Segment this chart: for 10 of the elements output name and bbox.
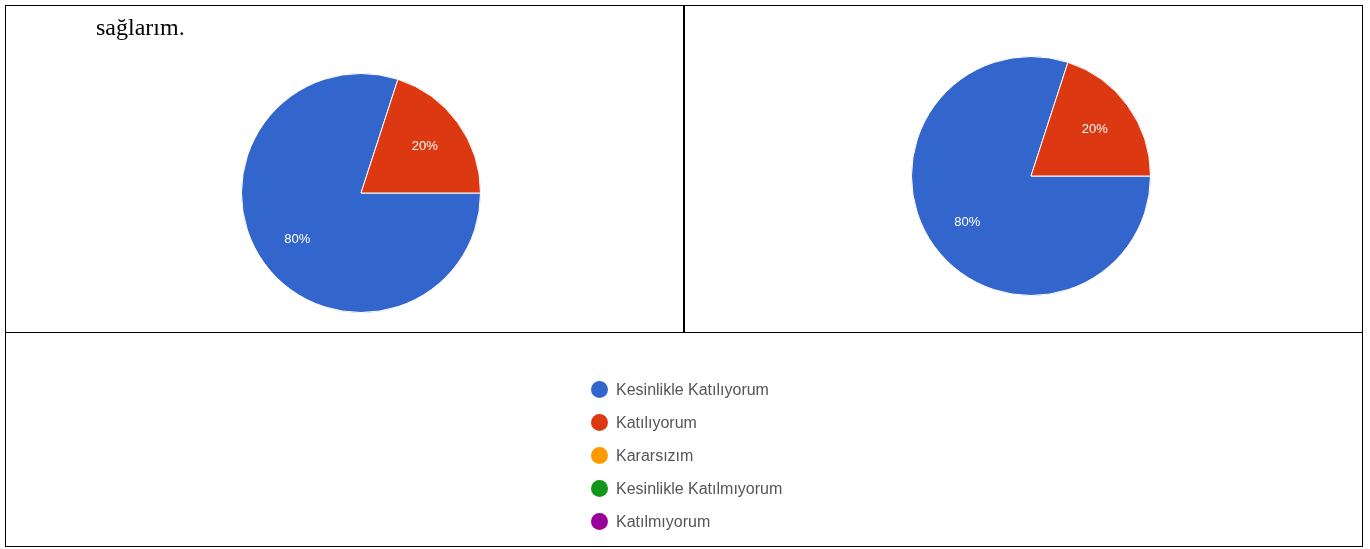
legend-label: Kesinlikle Katılıyorum (616, 380, 769, 399)
legend-label: Kesinlikle Katılmıyorum (616, 479, 783, 498)
text: sağlarım. (96, 14, 185, 41)
legend-label: Kararsızım (616, 446, 694, 465)
data-label: 20% (1081, 121, 1109, 137)
data-label: 80% (284, 230, 311, 246)
data-label: 20% (411, 138, 439, 154)
data-label: 80% (954, 213, 981, 229)
legend-label: Katılıyorum (616, 413, 697, 432)
legend-label: Katılmıyorum (616, 512, 711, 531)
